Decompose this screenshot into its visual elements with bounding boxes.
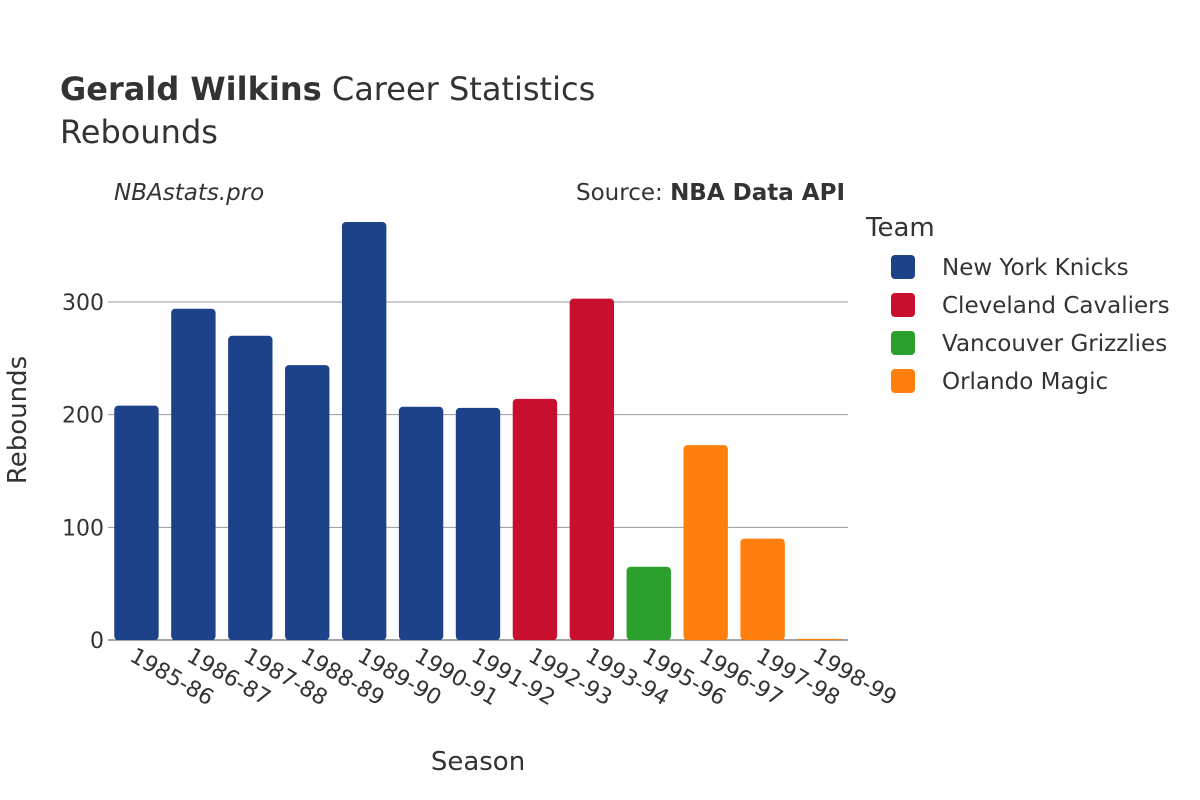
bar-1990-91 bbox=[398, 406, 444, 640]
legend-label: Orlando Magic bbox=[942, 369, 1108, 395]
x-axis-label: Season bbox=[431, 747, 525, 777]
bar-1995-96 bbox=[626, 566, 671, 640]
legend-swatch bbox=[891, 331, 915, 355]
source-label: Source: NBA Data API bbox=[576, 180, 845, 206]
chart-title-rest: Career Statistics bbox=[322, 70, 596, 108]
legend: New York Knicks Cleveland Cavaliers Vancou… bbox=[891, 255, 1170, 395]
legend-swatch bbox=[891, 369, 915, 393]
bar-1988-89 bbox=[285, 365, 330, 640]
legend-label: New York Knicks bbox=[942, 255, 1129, 281]
y-tick-label: 100 bbox=[62, 516, 104, 541]
x-tick-labels: 1985-861986-871987-881988-891989-901990-… bbox=[125, 644, 900, 712]
chart-title-player: Gerald Wilkins bbox=[60, 70, 322, 108]
chart-subtitle: Rebounds bbox=[60, 113, 218, 151]
y-tick-label: 0 bbox=[90, 629, 104, 654]
bar-1997-98 bbox=[740, 538, 785, 640]
y-tick-label: 200 bbox=[62, 404, 104, 429]
bar-1985-86 bbox=[114, 405, 159, 640]
legend-swatch bbox=[891, 255, 915, 279]
bar-1996-97 bbox=[683, 445, 728, 640]
legend-label: Cleveland Cavaliers bbox=[942, 293, 1170, 319]
bar-1998-99 bbox=[797, 638, 842, 640]
bar-1989-90 bbox=[341, 222, 387, 641]
bar-1993-94 bbox=[569, 298, 615, 640]
source-name: NBA Data API bbox=[670, 180, 845, 206]
bar-1992-93 bbox=[512, 398, 558, 640]
chart-title: Gerald Wilkins Career Statistics bbox=[60, 70, 595, 108]
y-tick-label: 300 bbox=[62, 291, 104, 316]
legend-swatch bbox=[891, 293, 915, 317]
legend-title: Team bbox=[865, 213, 935, 243]
source-prefix: Source: bbox=[576, 180, 670, 206]
y-tick-labels: 0 100 200 300 bbox=[62, 291, 104, 654]
bar-1986-87 bbox=[171, 308, 216, 640]
legend-label: Vancouver Grizzlies bbox=[942, 331, 1167, 357]
bar-1991-92 bbox=[455, 407, 501, 640]
y-axis-label: Rebounds bbox=[3, 356, 33, 484]
bar-1987-88 bbox=[228, 335, 273, 640]
watermark-label: NBAstats.pro bbox=[114, 180, 264, 206]
bars bbox=[114, 222, 842, 641]
